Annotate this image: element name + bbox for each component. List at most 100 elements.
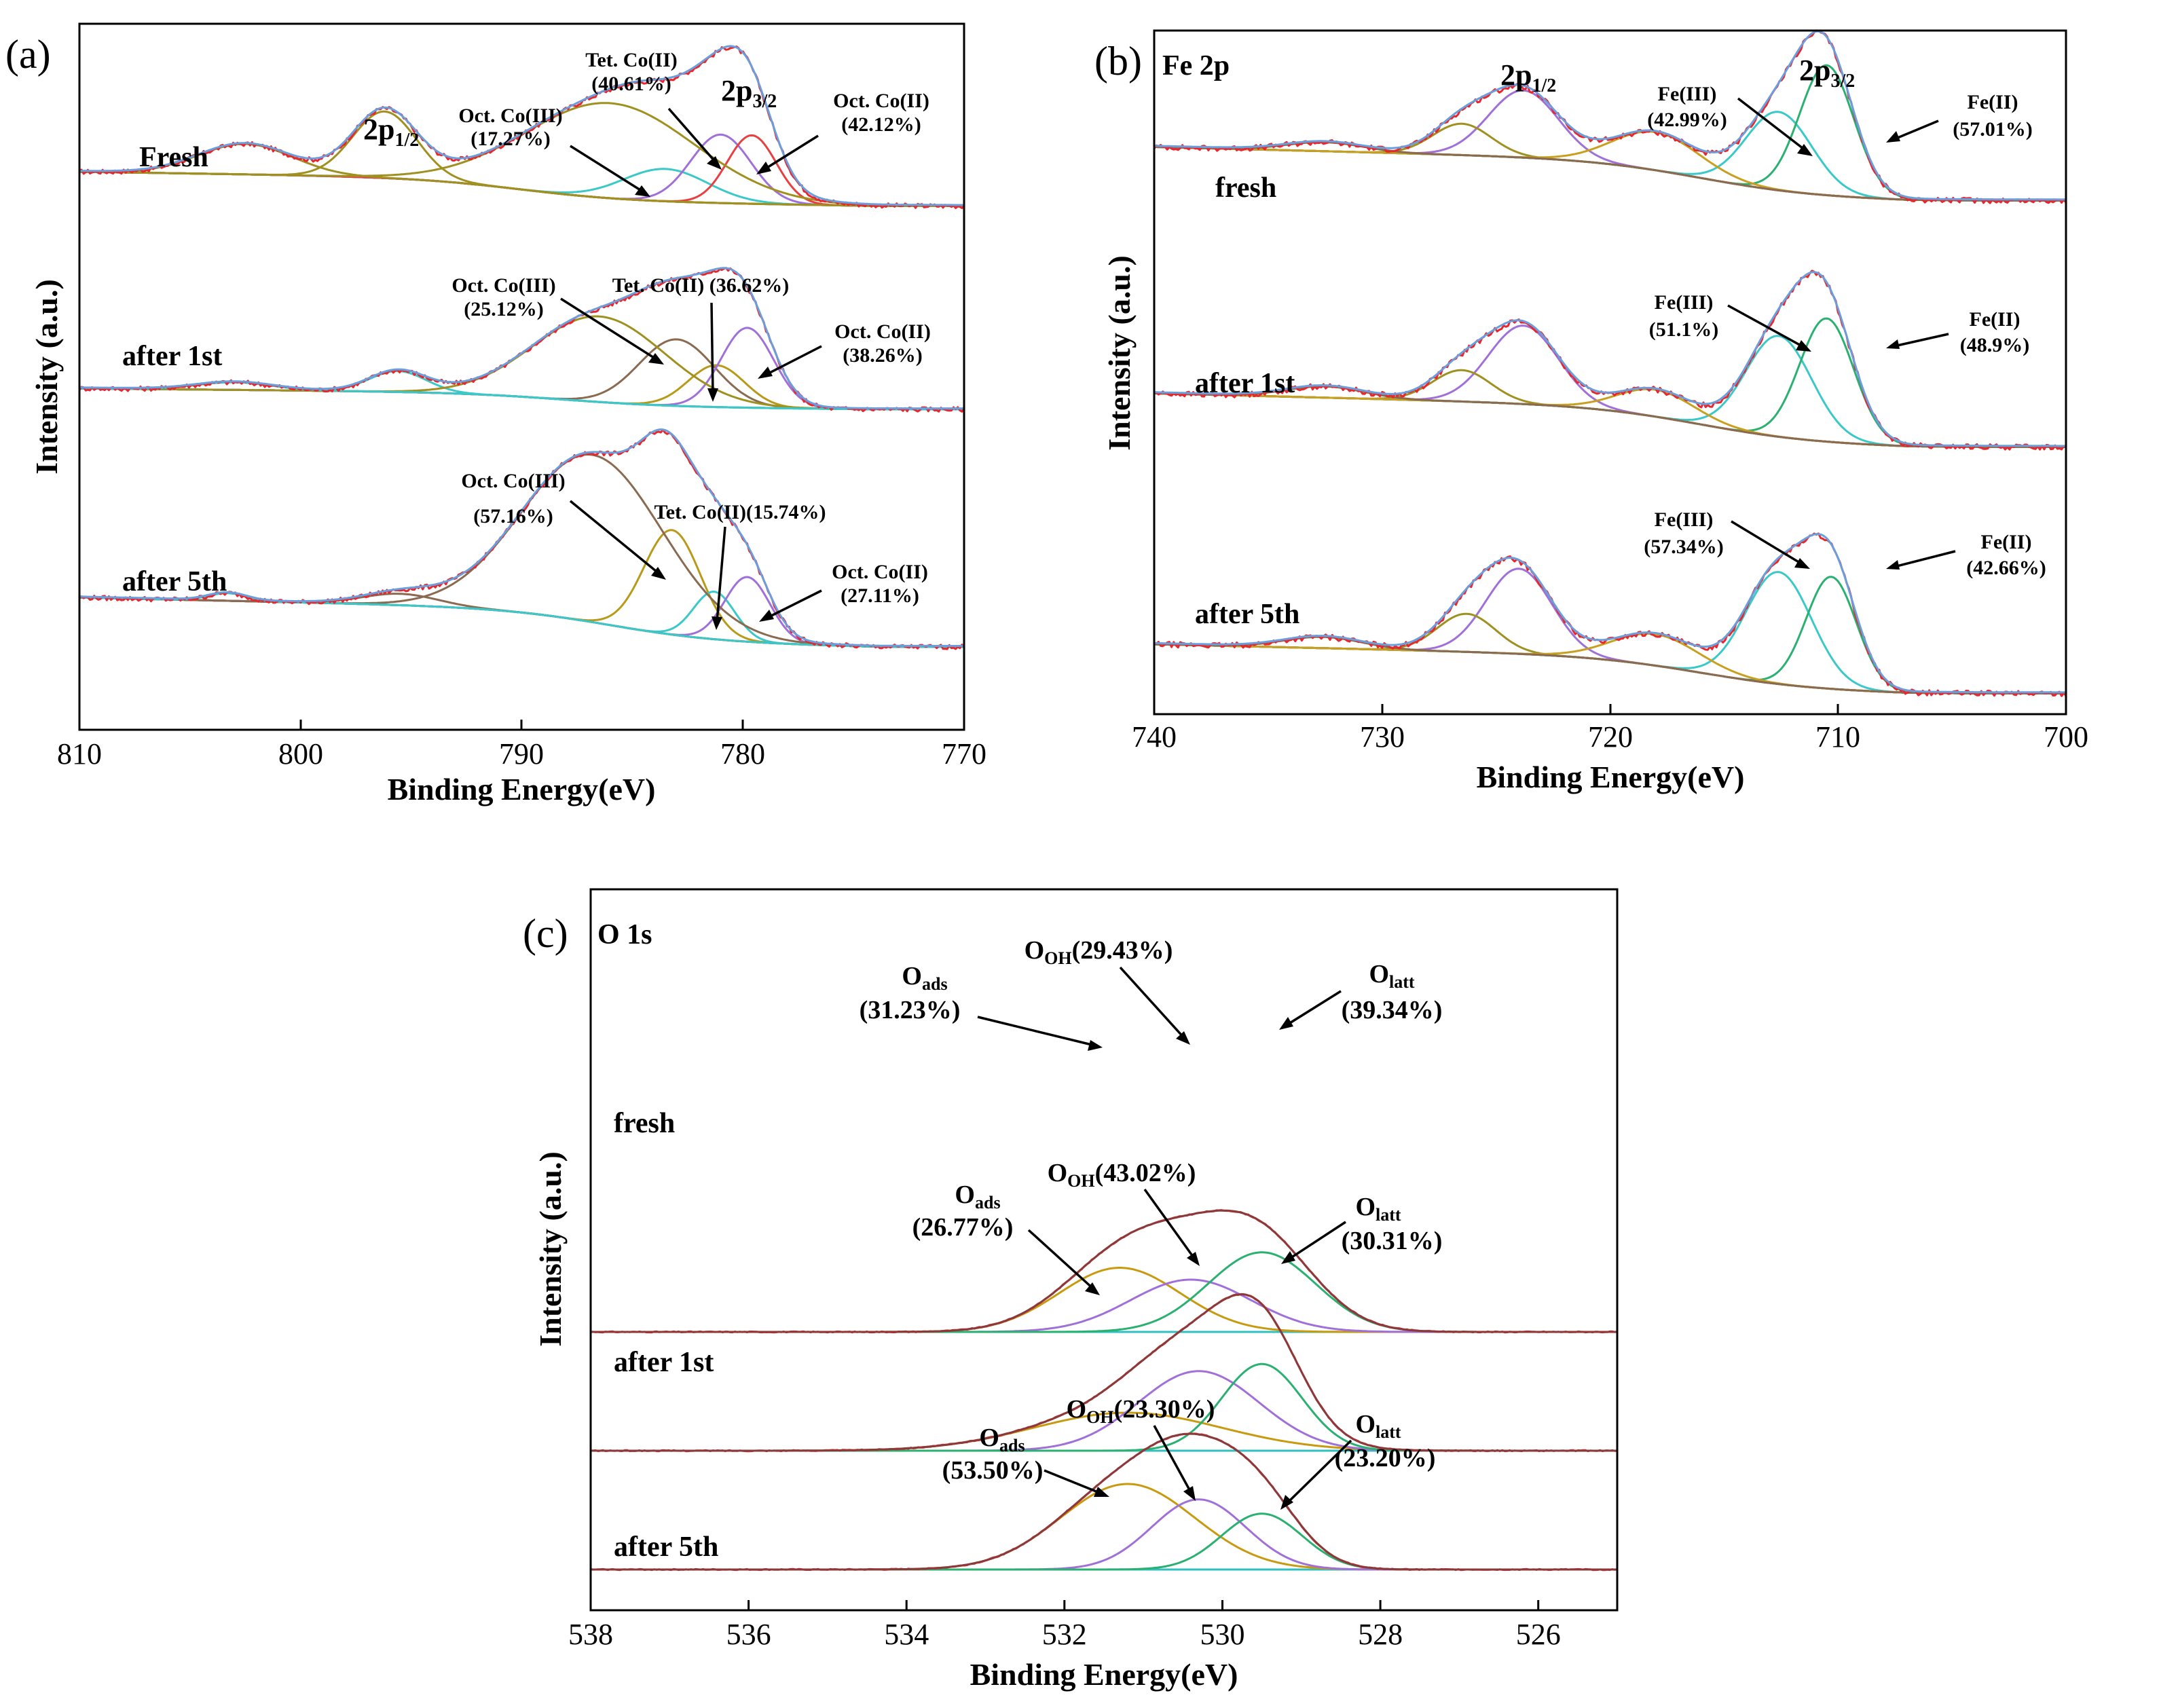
fe-ii--peak <box>1154 64 2066 202</box>
panel-b-after5-feii-pct: (42.66%) <box>1966 557 2046 579</box>
arrow <box>1153 1425 1193 1494</box>
raw-data-line <box>1153 29 2067 204</box>
panel-a-ylabel: Intensity (a.u.) <box>29 279 64 475</box>
arrowhead <box>651 567 666 580</box>
panel-b-fresh-feii-pct: (57.01%) <box>1953 118 2032 141</box>
panel-c-frame <box>589 888 1619 1612</box>
spectrum-fresh <box>79 45 965 209</box>
arrow <box>1285 1439 1352 1505</box>
panel-c-o1s: (c) O 1s 538 536 534 532 530 528 526 Bin… <box>523 888 1619 1692</box>
raw-data-line <box>1154 270 2067 451</box>
panel-b-title: Fe 2p <box>1162 50 1230 81</box>
fe-2p1-2-peak <box>1154 568 2066 694</box>
panel-b-ylabel: Intensity (a.u.) <box>1102 255 1137 451</box>
panel-a-fresh-octcoii-pct: (42.12%) <box>841 113 921 136</box>
panel-a-after1-octcoiii-pct: (25.12%) <box>464 298 543 320</box>
panel-a-after5-octcoii-name: Oct. Co(II) <box>832 561 928 583</box>
panel-c-after5-olatt-pct: (23.20%) <box>1335 1444 1436 1472</box>
arrowhead <box>1886 131 1900 143</box>
arrow <box>765 345 822 376</box>
o-sub: OH <box>1086 1407 1113 1427</box>
arrowhead <box>1794 558 1810 569</box>
satellite-peak <box>1154 122 2066 202</box>
panel-b-after1-feii-name: Fe(II) <box>1970 308 2020 331</box>
spectrum-after-1st <box>590 1293 1618 1453</box>
o-pct: (43.02%) <box>1095 1159 1196 1187</box>
panel-c-label-after5: after 5th <box>614 1531 718 1563</box>
panel-a-ticks <box>78 720 965 730</box>
panel-c-tick-label: 536 <box>726 1618 771 1651</box>
peak-main: 2p <box>1500 58 1532 92</box>
arrowhead <box>1094 1487 1109 1497</box>
panel-b-label-after1: after 1st <box>1195 368 1295 399</box>
o-main: O <box>955 1181 975 1209</box>
arrow <box>570 145 644 193</box>
panel-a-fresh-octcoiii-pct: (17.27%) <box>470 128 550 150</box>
panel-a-after1-octcoiii-name: Oct. Co(III) <box>451 274 555 297</box>
fitted-envelope-line <box>1154 271 2066 447</box>
arrow <box>1027 1229 1096 1291</box>
satellite-peak <box>1154 633 2066 694</box>
panel-b-peak-2p32: 2p3/2 <box>1799 54 1855 92</box>
arrowhead <box>707 156 722 170</box>
arrow <box>560 297 658 361</box>
arrowhead <box>759 610 774 622</box>
panel-b-fresh-feiii-name: Fe(III) <box>1658 83 1717 105</box>
panel-c-tick-label: 532 <box>1042 1618 1087 1651</box>
arrow <box>1894 550 1956 568</box>
panel-b-after5-feiii-pct: (57.34%) <box>1644 536 1723 558</box>
panel-a-label-after1: after 1st <box>122 341 222 372</box>
panel-c-letter: (c) <box>523 911 568 956</box>
panel-b-after1-feiii-pct: (51.1%) <box>1649 318 1718 341</box>
arrow <box>1288 1221 1346 1261</box>
panel-a-after5-octcoiii-pct: (57.16%) <box>473 505 553 527</box>
panel-c-fresh-olatt-name: Olatt <box>1369 960 1414 992</box>
arrowhead <box>1280 1495 1293 1510</box>
arrowhead <box>1281 1251 1295 1264</box>
panel-a-after1-octcoii-pct: (38.26%) <box>843 344 922 367</box>
arrow <box>569 500 661 576</box>
peak-main: 2p <box>721 74 752 107</box>
arrow <box>1044 1469 1102 1495</box>
satellite-peak <box>1154 635 2066 694</box>
panel-c-after5-olatt-name: Olatt <box>1355 1410 1401 1442</box>
arrow <box>1737 97 1807 152</box>
satellite-peak <box>1154 130 2066 202</box>
o-sub: ads <box>922 974 948 994</box>
arrow <box>1119 966 1186 1040</box>
o-main: O <box>1369 960 1389 988</box>
arrow <box>977 1016 1095 1047</box>
panel-b-letter: (b) <box>1094 39 1142 83</box>
panel-c-after1-oads-pct: (26.77%) <box>912 1213 1014 1242</box>
spectrum-after-5th <box>1154 532 2067 697</box>
satellite-peak <box>1154 141 2066 202</box>
o-main: O <box>979 1424 999 1452</box>
arrow <box>767 589 822 619</box>
fe-ii--peak <box>1154 576 2066 694</box>
arrowhead <box>712 616 722 630</box>
panel-c-ticks <box>589 1600 1540 1610</box>
panel-b-tick-label: 700 <box>2044 720 2088 754</box>
o-main: O <box>902 962 922 990</box>
arrow <box>1143 1188 1196 1261</box>
panel-b-tick-label: 740 <box>1132 720 1177 754</box>
panel-a-curves <box>78 45 965 650</box>
panel-b-ticks <box>1153 704 2067 714</box>
panel-a-fresh-octcoiii-name: Oct. Co(III) <box>458 105 562 127</box>
arrowhead <box>1886 339 1900 349</box>
arrowhead <box>1187 1252 1200 1266</box>
spectrum-after-1st <box>1154 270 2067 451</box>
panel-a-fresh-tetcoii-name: Tet. Co(II) <box>585 49 678 71</box>
panel-b-after1-feii-pct: (48.9%) <box>1960 334 2029 356</box>
panel-c-after5-oads-pct: (53.50%) <box>942 1456 1044 1485</box>
o-main: O <box>1355 1410 1376 1438</box>
o-main: O <box>1048 1159 1068 1187</box>
envelope-line <box>591 1209 1617 1333</box>
panel-a-tick-label: 770 <box>942 737 986 771</box>
panel-a-fresh-octcoii-name: Oct. Co(II) <box>833 90 929 112</box>
fitted-envelope-line <box>79 45 964 206</box>
satellite-peak <box>79 143 964 207</box>
panel-b-after5-feiii-name: Fe(III) <box>1655 508 1714 531</box>
background-line <box>1154 392 2066 448</box>
panel-b-after5-feii-name: Fe(II) <box>1981 531 2032 553</box>
